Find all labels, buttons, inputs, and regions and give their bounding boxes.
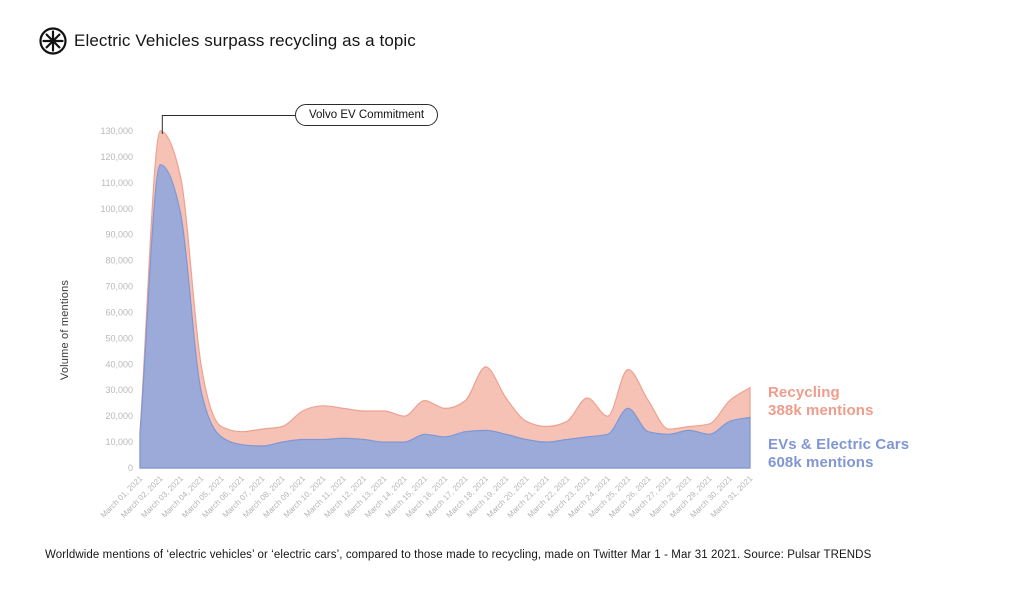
header: Electric Vehicles surpass recycling as a… <box>38 26 416 56</box>
y-tick-label: 60,000 <box>105 308 133 318</box>
y-tick-label: 70,000 <box>105 282 133 292</box>
area-series-evs <box>139 164 751 469</box>
legend-recycling-name: Recycling <box>768 384 840 401</box>
legend-evs: EVs & Electric Cars 608k mentions <box>768 436 909 471</box>
legend-recycling-mentions: 388k mentions <box>768 401 874 419</box>
y-tick-label: 30,000 <box>105 385 133 395</box>
y-tick-label: 100,000 <box>100 204 133 214</box>
legend-evs-name: EVs & Electric Cars <box>768 436 910 453</box>
annotation-callout: Volvo EV Commitment <box>295 104 439 126</box>
y-tick-label: 50,000 <box>105 333 133 343</box>
y-tick-label: 130,000 <box>100 126 133 136</box>
legend-evs-mentions: 608k mentions <box>768 453 874 471</box>
y-tick-label: 90,000 <box>105 230 133 240</box>
y-tick-label: 10,000 <box>105 437 133 447</box>
area-series-recycling <box>139 130 751 469</box>
y-tick-label: 110,000 <box>101 178 133 188</box>
y-tick-label: 80,000 <box>105 256 133 266</box>
annotation-connector <box>161 115 295 134</box>
y-tick-label: 20,000 <box>105 411 133 421</box>
y-tick-label: 0 <box>128 463 133 473</box>
legend-recycling: Recycling 388k mentions <box>768 384 874 419</box>
pulsar-logo-icon <box>39 27 67 55</box>
page-title: Electric Vehicles surpass recycling as a… <box>74 31 416 50</box>
y-tick-label: 120,000 <box>100 152 133 162</box>
footer-caption: Worldwide mentions of ‘electric vehicles… <box>45 549 872 561</box>
y-tick-label: 40,000 <box>105 359 133 369</box>
